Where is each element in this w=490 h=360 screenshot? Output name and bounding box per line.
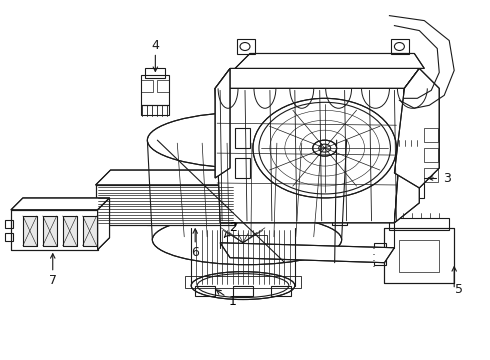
Bar [385,228,454,283]
Text: 6: 6 [191,246,199,259]
Bar [142,75,169,105]
Bar [385,186,396,198]
Ellipse shape [253,98,396,198]
Polygon shape [23,216,37,246]
Polygon shape [394,68,419,223]
Polygon shape [235,170,250,225]
Bar [424,128,438,142]
Text: 2: 2 [224,221,237,237]
Bar [271,285,291,296]
Bar [147,205,162,225]
Polygon shape [215,68,419,88]
Polygon shape [11,198,110,210]
Polygon shape [96,185,235,225]
Text: 5: 5 [455,283,463,296]
Bar [157,80,169,92]
Bar [185,276,301,288]
Polygon shape [215,88,404,223]
Polygon shape [394,68,439,188]
Bar [332,205,346,225]
Bar [195,285,215,296]
Bar [385,228,454,283]
Bar [392,39,409,54]
Bar [235,158,250,178]
Ellipse shape [191,214,295,242]
Bar [424,148,438,162]
Polygon shape [63,216,76,246]
Bar [390,218,449,230]
Polygon shape [220,243,394,263]
Bar [385,168,396,180]
Bar [233,285,253,296]
Polygon shape [215,68,230,178]
Bar [227,235,267,250]
Bar [394,153,424,173]
Text: 7: 7 [49,274,57,287]
Bar [394,198,415,206]
Bar [394,178,424,198]
Bar [399,240,439,272]
Text: 1: 1 [217,290,237,308]
Bar [374,243,387,265]
Ellipse shape [147,112,346,168]
Bar [394,148,415,156]
Bar [142,105,169,115]
Polygon shape [11,210,98,250]
Polygon shape [43,216,57,246]
Bar [424,168,438,182]
Bar [142,80,153,92]
Bar [235,128,250,148]
Polygon shape [83,216,97,246]
Text: 4: 4 [151,39,159,52]
Ellipse shape [313,140,337,156]
Ellipse shape [233,222,253,234]
Ellipse shape [152,215,342,265]
Bar [237,39,255,54]
Ellipse shape [191,272,295,300]
Polygon shape [96,170,250,185]
Bar [5,220,13,228]
Bar [5,233,13,241]
Polygon shape [98,198,110,250]
Bar [146,68,165,78]
Polygon shape [235,54,424,68]
Text: 3: 3 [443,171,451,185]
